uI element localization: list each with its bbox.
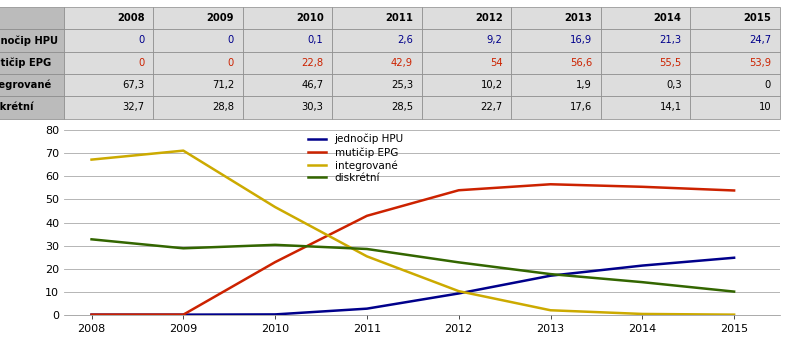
Legend: jednočip HPU, mutičip EPG, integrované, diskrétní: jednočip HPU, mutičip EPG, integrované, …: [306, 132, 406, 185]
